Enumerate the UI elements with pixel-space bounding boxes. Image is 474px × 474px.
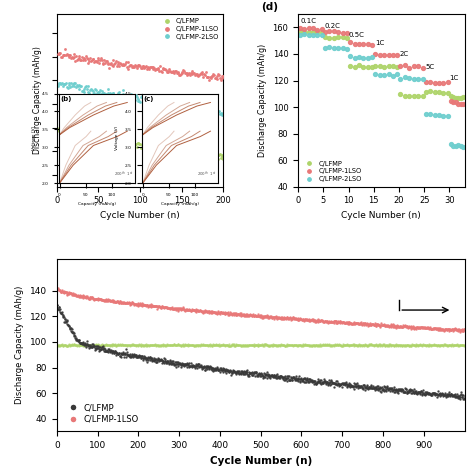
Legend: C/LFMP, C/LFMP-1LSO, C/LFMP-2LSO: C/LFMP, C/LFMP-1LSO, C/LFMP-2LSO bbox=[158, 16, 222, 42]
Y-axis label: Discharge Capacity (mAh/g): Discharge Capacity (mAh/g) bbox=[15, 286, 24, 404]
Legend: C/LFMP, C/LFMP-1LSO, C/LFMP-2LSO: C/LFMP, C/LFMP-1LSO, C/LFMP-2LSO bbox=[300, 158, 364, 184]
X-axis label: Cycle Number (n): Cycle Number (n) bbox=[100, 211, 180, 220]
X-axis label: Cycle Number (n): Cycle Number (n) bbox=[341, 211, 421, 220]
Text: 1C: 1C bbox=[375, 40, 384, 46]
Text: 1C: 1C bbox=[449, 74, 459, 81]
X-axis label: Cycle Number (n): Cycle Number (n) bbox=[210, 456, 312, 465]
Legend: C/LFMP, C/LFMP-1LSO: C/LFMP, C/LFMP-1LSO bbox=[61, 400, 142, 427]
Text: 2C: 2C bbox=[400, 51, 409, 57]
Text: 0.1C: 0.1C bbox=[301, 18, 317, 24]
Text: (d): (d) bbox=[262, 2, 279, 12]
Y-axis label: Discharge Capacity (mAh/g): Discharge Capacity (mAh/g) bbox=[33, 46, 42, 155]
Y-axis label: Discharge Capacity (mAh/g): Discharge Capacity (mAh/g) bbox=[258, 44, 267, 157]
Text: 0.5C: 0.5C bbox=[348, 32, 365, 38]
Text: 5C: 5C bbox=[425, 64, 434, 70]
Text: 0.2C: 0.2C bbox=[324, 23, 340, 29]
